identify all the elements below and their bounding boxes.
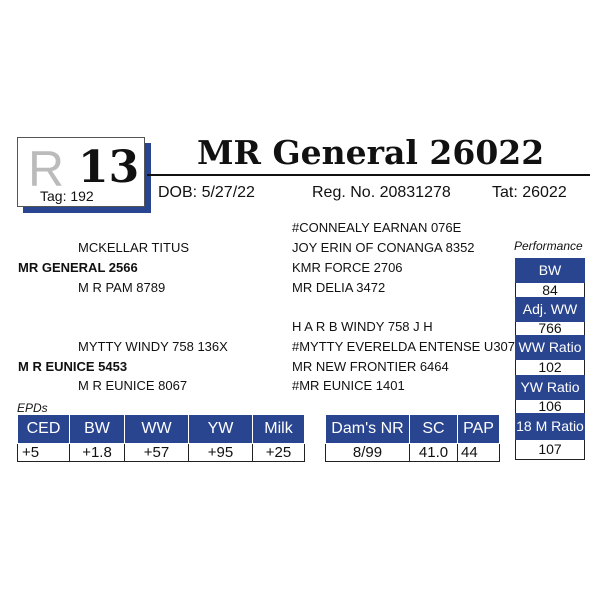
epd-table: CED BW WW YW Milk +5 +1.8 +57 +95 +25 bbox=[17, 414, 305, 462]
pedigree-ss: MCKELLAR TITUS bbox=[78, 240, 190, 255]
header-dams-nr: Dam's NR bbox=[325, 414, 410, 444]
header-sc: SC bbox=[409, 414, 458, 444]
epd-value-bw: +1.8 bbox=[69, 443, 125, 462]
pedigree-ssd: JOY ERIN OF CONANGA 8352 bbox=[292, 240, 475, 255]
epds-label: EPDs bbox=[17, 401, 48, 415]
pedigree-sds: KMR FORCE 2706 bbox=[292, 260, 403, 275]
tattoo: Tat: 26022 bbox=[492, 184, 567, 201]
pedigree-dd: M R EUNICE 8067 bbox=[78, 378, 188, 393]
perf-header-18m-ratio: 18 M Ratio bbox=[515, 413, 585, 440]
title-divider bbox=[147, 174, 590, 176]
reg-number: Reg. No. 20831278 bbox=[312, 184, 451, 201]
perf-header-adj-ww: Adj. WW bbox=[515, 297, 585, 322]
dob: DOB: 5/27/22 bbox=[158, 184, 255, 201]
epd-value-ww: +57 bbox=[124, 443, 189, 462]
pedigree-sire: MR GENERAL 2566 bbox=[18, 260, 138, 275]
pedigree-ds: MYTTY WINDY 758 136X bbox=[78, 339, 228, 354]
performance-label: Performance bbox=[514, 239, 583, 253]
header-pap: PAP bbox=[457, 414, 500, 444]
perf-value-18m-ratio: 107 bbox=[515, 440, 585, 459]
epd-header-ced: CED bbox=[17, 414, 70, 444]
perf-value-ww-ratio: 102 bbox=[515, 360, 585, 375]
value-sc: 41.0 bbox=[409, 443, 458, 462]
dam-table: Dam's NR SC PAP 8/99 41.0 44 bbox=[325, 414, 500, 462]
pedigree-dss: H A R B WINDY 758 J H bbox=[292, 319, 433, 334]
epd-value-milk: +25 bbox=[252, 443, 305, 462]
pedigree-sdd: MR DELIA 3472 bbox=[292, 280, 386, 295]
perf-header-yw-ratio: YW Ratio bbox=[515, 375, 585, 400]
pedigree-dds: MR NEW FRONTIER 6464 bbox=[292, 359, 449, 374]
animal-name: MR General 26022 bbox=[197, 133, 545, 172]
perf-value-yw-ratio: 106 bbox=[515, 399, 585, 413]
value-pap: 44 bbox=[457, 443, 500, 462]
perf-header-bw: BW bbox=[515, 258, 585, 283]
lot-box: R 13 Tag: 192 bbox=[17, 137, 145, 207]
perf-value-adj-ww: 766 bbox=[515, 321, 585, 335]
value-dams-nr: 8/99 bbox=[325, 443, 410, 462]
epd-value-ced: +5 bbox=[17, 443, 70, 462]
epd-header-milk: Milk bbox=[252, 414, 305, 444]
pedigree-dam: M R EUNICE 5453 bbox=[18, 359, 128, 374]
epd-header-yw: YW bbox=[188, 414, 253, 444]
epd-header-ww: WW bbox=[124, 414, 189, 444]
epd-header-bw: BW bbox=[69, 414, 125, 444]
performance-panel: BW 84 Adj. WW 766 WW Ratio 102 YW Ratio … bbox=[515, 258, 585, 460]
pedigree-sss: #CONNEALY EARNAN 076E bbox=[292, 220, 462, 235]
pedigree-sd: M R PAM 8789 bbox=[78, 280, 166, 295]
tag-number: Tag: 192 bbox=[40, 188, 94, 204]
lot-number: 13 bbox=[78, 142, 140, 193]
pedigree-ddd: #MR EUNICE 1401 bbox=[292, 378, 405, 393]
epd-value-yw: +95 bbox=[188, 443, 253, 462]
pedigree-dsd: #MYTTY EVERELDA ENTENSE U307 bbox=[292, 339, 516, 354]
perf-header-ww-ratio: WW Ratio bbox=[515, 335, 585, 360]
perf-value-bw: 84 bbox=[515, 283, 585, 297]
ranch-logo: R bbox=[28, 141, 65, 197]
